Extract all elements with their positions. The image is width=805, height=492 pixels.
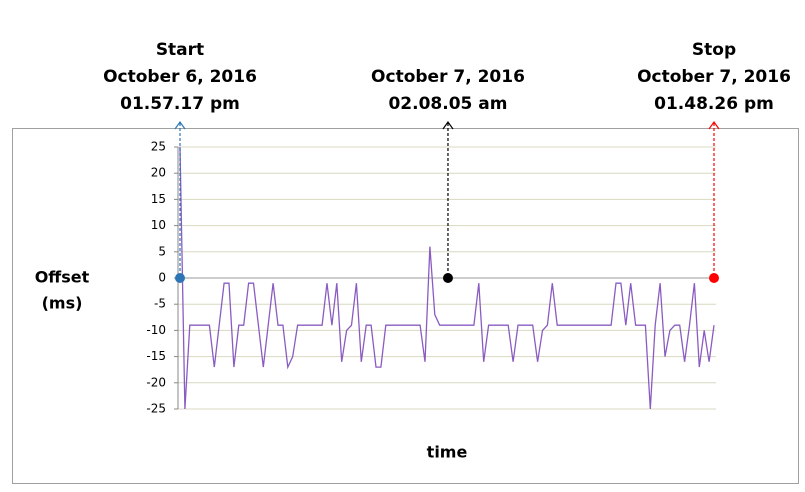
annotation-text: October 7, 2016 — [371, 67, 525, 87]
x-axis-label: time — [427, 443, 468, 462]
y-tick-label: 5 — [158, 244, 166, 258]
annotation-text: Stop — [692, 40, 736, 60]
annotation-text: October 6, 2016 — [103, 67, 257, 87]
annotation-text: 02.08.05 am — [388, 94, 507, 114]
y-axis-label: Offset — [35, 268, 90, 287]
annotation-text: 01.48.26 pm — [654, 94, 774, 114]
annotation-point — [709, 273, 719, 283]
y-tick-label: 15 — [151, 192, 166, 206]
arrow-head — [708, 120, 720, 130]
annotation-point — [442, 273, 453, 283]
arrow-head — [174, 120, 186, 130]
y-tick-label: 0 — [158, 271, 166, 285]
y-tick-label: -5 — [154, 297, 166, 311]
chart-frame — [12, 128, 799, 484]
y-axis-label: (ms) — [42, 294, 83, 313]
y-tick-label: -20 — [146, 375, 166, 389]
y-tick-label: -10 — [146, 323, 166, 337]
annotation-text: Start — [156, 40, 204, 60]
annotation-text: 01.57.17 pm — [120, 94, 240, 114]
arrow-head — [442, 120, 454, 130]
y-tick-label: -15 — [146, 349, 166, 363]
y-tick-label: 25 — [151, 140, 166, 154]
annotation-text: October 7, 2016 — [637, 67, 791, 87]
data-line — [179, 146, 715, 410]
annotation-point — [175, 273, 185, 283]
y-tick-label: -25 — [146, 402, 166, 416]
y-tick-label: 10 — [151, 218, 166, 232]
y-tick-label: 20 — [151, 166, 166, 180]
